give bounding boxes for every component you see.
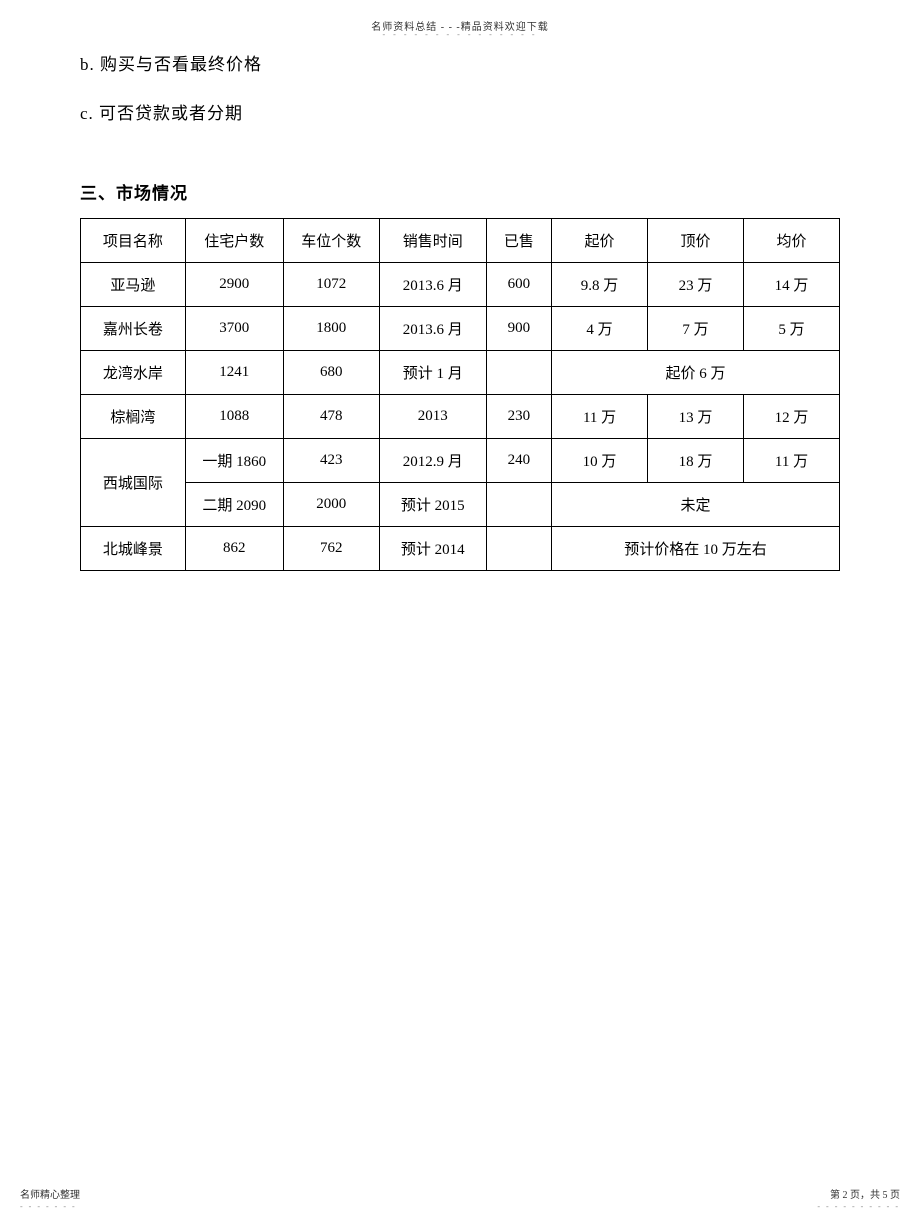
cell: 棕榈湾 — [81, 395, 186, 439]
list-item-c: c. 可否贷款或者分期 — [80, 99, 840, 124]
cell: 5 万 — [743, 307, 839, 351]
cell: 嘉州长卷 — [81, 307, 186, 351]
col-header: 住宅户数 — [185, 219, 283, 263]
cell: 680 — [283, 351, 379, 395]
table-row: 嘉州长卷 3700 1800 2013.6 月 900 4 万 7 万 5 万 — [81, 307, 840, 351]
col-header: 起价 — [552, 219, 648, 263]
footer-left: 名师精心整理 — [20, 1186, 80, 1201]
cell: 一期 1860 — [185, 439, 283, 483]
cell: 11 万 — [552, 395, 648, 439]
cell-merged: 预计价格在 10 万左右 — [552, 527, 840, 571]
cell: 600 — [486, 263, 551, 307]
cell: 2900 — [185, 263, 283, 307]
cell: 2013 — [379, 395, 486, 439]
cell: 1072 — [283, 263, 379, 307]
cell-merged: 起价 6 万 — [552, 351, 840, 395]
cell: 230 — [486, 395, 551, 439]
cell: 亚马逊 — [81, 263, 186, 307]
cell: 预计 1 月 — [379, 351, 486, 395]
col-header: 已售 — [486, 219, 551, 263]
table-row: 亚马逊 2900 1072 2013.6 月 600 9.8 万 23 万 14… — [81, 263, 840, 307]
cell: 龙湾水岸 — [81, 351, 186, 395]
content-area: b. 购买与否看最终价格 c. 可否贷款或者分期 三、市场情况 项目名称 住宅户… — [80, 50, 840, 571]
col-header: 顶价 — [648, 219, 744, 263]
cell: 423 — [283, 439, 379, 483]
cell: 23 万 — [648, 263, 744, 307]
cell: 900 — [486, 307, 551, 351]
col-header: 车位个数 — [283, 219, 379, 263]
cell: 9.8 万 — [552, 263, 648, 307]
section-title: 三、市场情况 — [80, 179, 840, 204]
table-row: 二期 2090 2000 预计 2015 未定 — [81, 483, 840, 527]
list-item-b: b. 购买与否看最终价格 — [80, 50, 840, 75]
cell: 预计 2015 — [379, 483, 486, 527]
cell: 2000 — [283, 483, 379, 527]
col-header: 均价 — [743, 219, 839, 263]
footer-right-dots: - - - - - - - - - - — [817, 1202, 900, 1211]
cell: 2013.6 月 — [379, 263, 486, 307]
table-row: 龙湾水岸 1241 680 预计 1 月 起价 6 万 — [81, 351, 840, 395]
cell: 3700 — [185, 307, 283, 351]
cell: 1800 — [283, 307, 379, 351]
cell: 4 万 — [552, 307, 648, 351]
cell: 2013.6 月 — [379, 307, 486, 351]
header-dots: - - - - - - - - - - - - - - - — [383, 30, 538, 39]
cell — [486, 351, 551, 395]
cell: 240 — [486, 439, 551, 483]
col-header: 项目名称 — [81, 219, 186, 263]
cell-merged: 未定 — [552, 483, 840, 527]
cell: 预计 2014 — [379, 527, 486, 571]
cell: 13 万 — [648, 395, 744, 439]
cell — [486, 483, 551, 527]
table-row: 棕榈湾 1088 478 2013 230 11 万 13 万 12 万 — [81, 395, 840, 439]
cell: 11 万 — [743, 439, 839, 483]
footer-left-dots: - - - - - - - — [20, 1202, 77, 1211]
cell: 18 万 — [648, 439, 744, 483]
table-row: 北城峰景 862 762 预计 2014 预计价格在 10 万左右 — [81, 527, 840, 571]
cell: 478 — [283, 395, 379, 439]
cell: 二期 2090 — [185, 483, 283, 527]
table-row: 西城国际 一期 1860 423 2012.9 月 240 10 万 18 万 … — [81, 439, 840, 483]
market-table: 项目名称 住宅户数 车位个数 销售时间 已售 起价 顶价 均价 亚马逊 2900… — [80, 218, 840, 571]
cell: 1241 — [185, 351, 283, 395]
cell: 762 — [283, 527, 379, 571]
cell: 862 — [185, 527, 283, 571]
cell: 2012.9 月 — [379, 439, 486, 483]
table-header-row: 项目名称 住宅户数 车位个数 销售时间 已售 起价 顶价 均价 — [81, 219, 840, 263]
cell — [486, 527, 551, 571]
col-header: 销售时间 — [379, 219, 486, 263]
cell: 12 万 — [743, 395, 839, 439]
cell: 北城峰景 — [81, 527, 186, 571]
cell: 10 万 — [552, 439, 648, 483]
cell: 1088 — [185, 395, 283, 439]
footer-right: 第 2 页，共 5 页 — [830, 1186, 900, 1201]
cell: 西城国际 — [81, 439, 186, 527]
cell: 7 万 — [648, 307, 744, 351]
cell: 14 万 — [743, 263, 839, 307]
